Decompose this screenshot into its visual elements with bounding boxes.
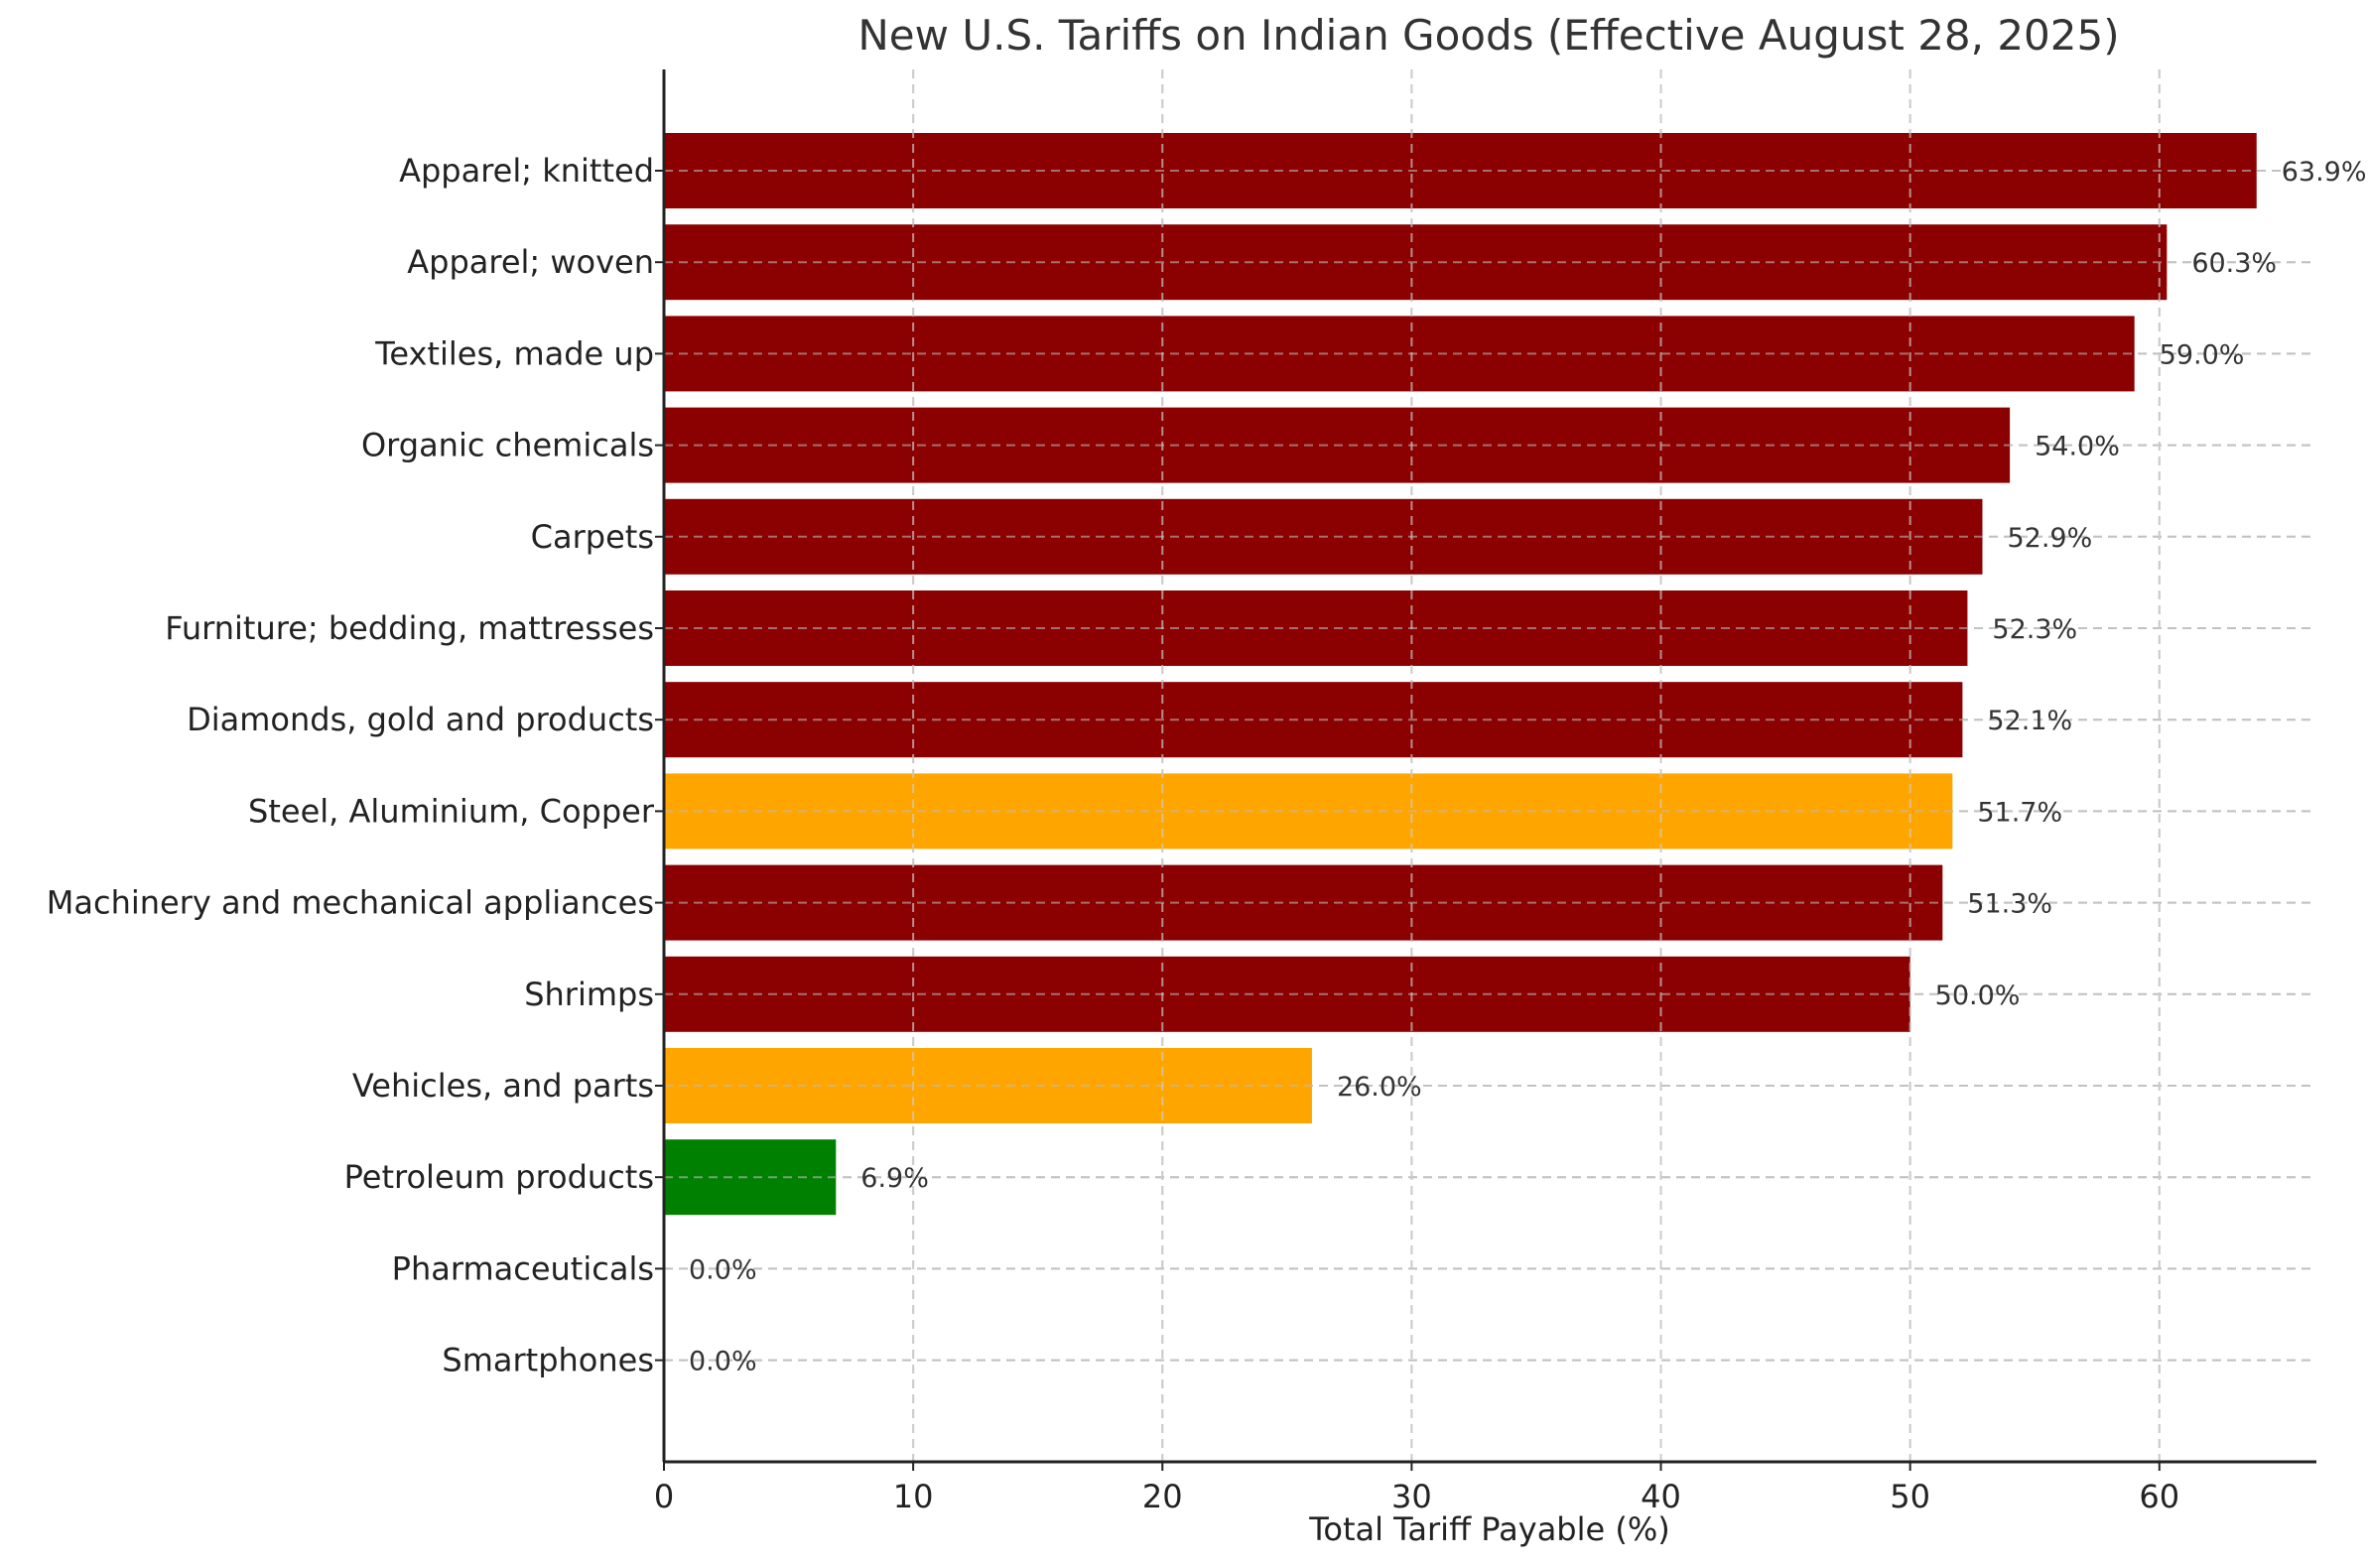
x-axis-label: Total Tariff Payable (%) [1308,1510,1669,1548]
data-label: 51.3% [1967,889,2052,920]
y-tick-label: Shrimps [524,976,654,1013]
data-label: 6.9% [860,1163,929,1194]
x-tick-label: 20 [1142,1478,1183,1515]
x-tick-label: 30 [1391,1478,1432,1515]
bar [664,956,1910,1032]
y-tick-label: Furniture; bedding, mattresses [165,609,654,647]
x-tick-label: 50 [1890,1478,1930,1515]
y-tick-label: Machinery and mechanical appliances [47,884,654,922]
data-label: 54.0% [2035,432,2120,462]
data-label: 52.1% [1987,706,2072,736]
bars [664,133,2257,1216]
axes [662,69,2316,1464]
data-label: 63.9% [2282,157,2367,188]
data-label: 26.0% [1337,1072,1422,1103]
y-tick-label: Pharmaceuticals [392,1249,654,1287]
y-tick-label: Apparel; knitted [399,152,654,190]
y-tick-label: Textiles, made up [374,334,654,372]
y-tick-label: Vehicles, and parts [352,1067,654,1105]
data-label: 59.0% [2160,339,2245,370]
y-tick-label: Petroleum products [344,1158,654,1196]
data-label: 52.3% [1992,614,2077,645]
data-labels: 63.9% 60.3% 59.0% 54.0% 52.9% 52.3% 52.1% 51.7%… [664,69,2367,1462]
data-label: 0.0% [689,1347,757,1377]
data-label: 60.3% [2191,248,2277,279]
y-tick-label: Smartphones [442,1342,654,1379]
chart-title: New U.S. Tariffs on Indian Goods (Effect… [857,11,2119,60]
x-tick-label: 60 [2139,1478,2179,1515]
data-label: 0.0% [689,1254,757,1285]
y-ticks: Apparel; knitted Apparel; woven Textiles, … [47,152,664,1379]
bar [664,1139,837,1216]
x-tick-label: 10 [893,1478,934,1515]
y-tick-label: Organic chemicals [361,427,654,464]
y-tick-label: Carpets [531,518,654,556]
x-tick-label: 0 [654,1478,674,1515]
x-tick-label: 40 [1641,1478,1681,1515]
y-tick-label: Apparel; woven [407,243,654,281]
x-ticks: 0 10 20 30 40 50 60 [654,1462,2179,1515]
data-label: 51.7% [1977,797,2062,828]
data-label: 50.0% [1935,980,2021,1011]
data-label: 52.9% [2007,523,2092,554]
y-tick-label: Steel, Aluminium, Copper [248,792,655,830]
y-tick-label: Diamonds, gold and products [187,701,654,738]
